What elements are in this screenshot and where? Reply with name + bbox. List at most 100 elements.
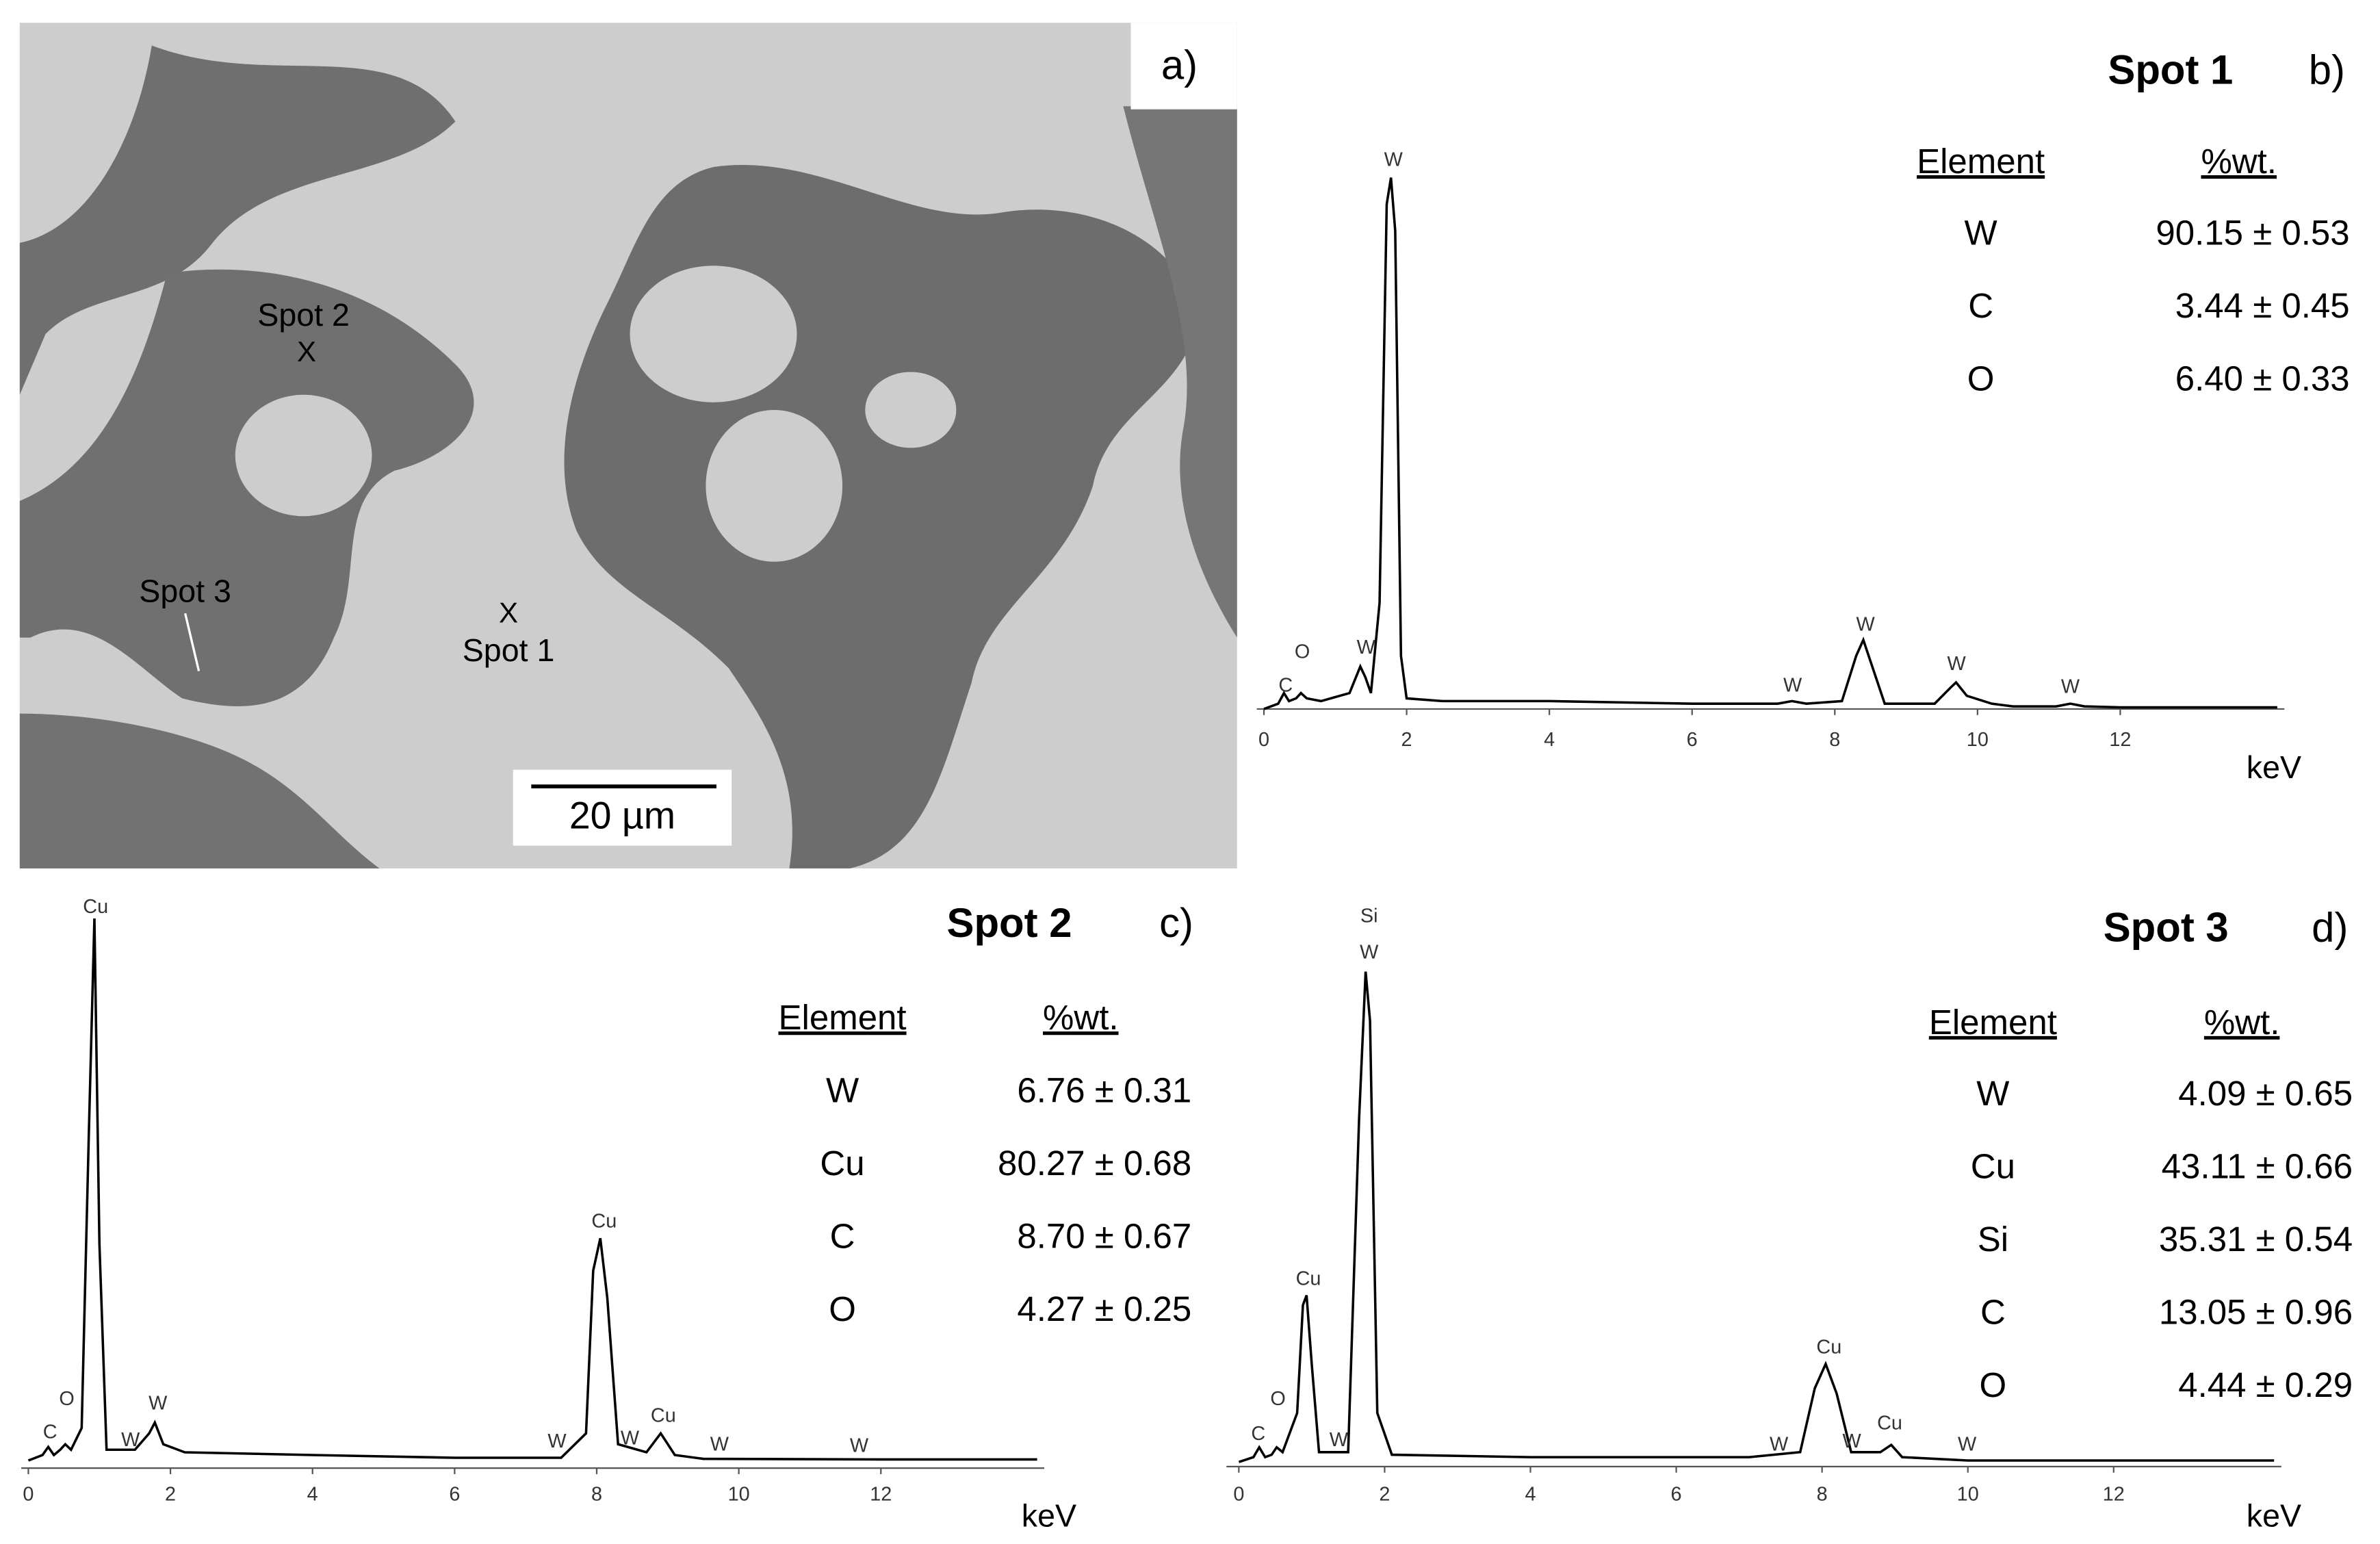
x-tick-label: 4 <box>307 1484 318 1506</box>
x-tick-label: 10 <box>728 1484 750 1506</box>
panel-label: c) <box>1159 900 1193 946</box>
table-cell: 90.15 ± 0.53 <box>2156 213 2349 252</box>
table-cell: 43.11 ± 0.66 <box>2162 1147 2353 1186</box>
peak-label: W <box>1330 1429 1349 1451</box>
sem-grain <box>865 372 957 448</box>
x-axis-label: keV <box>2247 749 2301 785</box>
peak-label: W <box>1856 614 1875 636</box>
peak-label: C <box>1251 1423 1265 1445</box>
panel-label: d) <box>2312 905 2348 951</box>
sem-grain <box>235 394 372 517</box>
chart-title: Spot 1 <box>2108 47 2233 92</box>
x-tick-label: 6 <box>1671 1484 1682 1506</box>
panel-label: a) <box>1161 42 1198 88</box>
table-cell: O <box>829 1289 856 1328</box>
sem-phase <box>19 45 456 395</box>
peak-label: W <box>1958 1433 1977 1455</box>
peak-label: W <box>621 1428 640 1450</box>
sem-grain <box>630 266 797 402</box>
table-cell: O <box>1967 359 1995 398</box>
peak-label: W <box>1948 653 1967 675</box>
peak-label: W <box>850 1435 869 1457</box>
peak-label: W <box>710 1433 729 1455</box>
x-tick-label: 0 <box>1258 729 1269 751</box>
table-header: %wt. <box>2201 142 2277 181</box>
table-header: Element <box>1917 142 2045 181</box>
x-tick-label: 6 <box>449 1484 460 1506</box>
sem-grain <box>706 409 843 562</box>
table-cell: 4.09 ± 0.65 <box>2178 1074 2353 1113</box>
x-tick-label: 12 <box>870 1484 892 1506</box>
peak-label: W <box>148 1393 168 1415</box>
peak-label: W <box>547 1430 567 1452</box>
x-tick-label: 4 <box>1544 729 1555 751</box>
peak-label: W <box>1842 1430 1861 1452</box>
table-header: Element <box>1929 1003 2057 1042</box>
table-header: Element <box>779 998 907 1037</box>
peak-label: C <box>1278 674 1293 696</box>
peak-label: Cu <box>651 1404 676 1426</box>
x-tick-label: 2 <box>1379 1484 1390 1506</box>
spot-label: Spot 3 <box>139 574 231 609</box>
table-cell: 80.27 ± 0.68 <box>998 1144 1191 1183</box>
table-cell: 8.70 ± 0.67 <box>1017 1217 1191 1256</box>
peak-label: W <box>121 1429 140 1451</box>
x-tick-label: 8 <box>1817 1484 1828 1506</box>
x-tick-label: 8 <box>591 1484 602 1506</box>
table-cell: Cu <box>1971 1147 2015 1186</box>
peak-label: W <box>1770 1433 1789 1455</box>
peak-label: O <box>59 1388 74 1410</box>
peak-label: W <box>1783 674 1802 696</box>
table-cell: W <box>826 1071 859 1110</box>
scale-bar-label: 20 µm <box>569 794 675 836</box>
x-tick-label: 12 <box>2109 729 2131 751</box>
x-tick-label: 12 <box>2103 1484 2125 1506</box>
chart-title: Spot 2 <box>947 900 1072 946</box>
table-cell: 3.44 ± 0.45 <box>2175 286 2350 325</box>
spot-marker: X <box>297 335 316 368</box>
table-cell: 6.76 ± 0.31 <box>1017 1071 1191 1110</box>
x-tick-label: 2 <box>165 1484 176 1506</box>
peak-label: W <box>2061 676 2080 697</box>
spot-marker: X <box>499 597 518 629</box>
x-tick-label: 10 <box>1967 729 1989 751</box>
peak-label: W <box>1360 942 1379 964</box>
table-cell: C <box>1980 1293 2006 1332</box>
table-header: %wt. <box>1043 998 1119 1037</box>
table-cell: 6.40 ± 0.33 <box>2175 359 2350 398</box>
table-cell: 13.05 ± 0.96 <box>2159 1293 2353 1332</box>
sem-image: a) Spot 2 X Spot 3 X Spot 1 20 µm <box>19 23 1237 868</box>
spectrum-line <box>27 918 1037 1462</box>
table-cell: Si <box>1978 1220 2008 1259</box>
table-cell: C <box>1968 286 1993 325</box>
peak-label: Cu <box>1816 1336 1841 1358</box>
table-cell: 4.44 ± 0.29 <box>2178 1365 2353 1404</box>
x-tick-label: 10 <box>1957 1484 1979 1506</box>
spot-label: Spot 1 <box>463 632 555 668</box>
sem-phase <box>19 713 380 868</box>
sem-phase <box>1123 106 1237 638</box>
table-cell: 4.27 ± 0.25 <box>1017 1289 1191 1328</box>
table-cell: Cu <box>820 1144 864 1183</box>
x-tick-label: 8 <box>1829 729 1840 751</box>
panel-label: b) <box>2309 47 2345 92</box>
chart-title: Spot 3 <box>2104 905 2229 951</box>
spot-label: Spot 2 <box>257 297 350 333</box>
peak-label: W <box>1384 149 1404 171</box>
peak-label: O <box>1295 641 1310 662</box>
x-tick-label: 6 <box>1687 729 1698 751</box>
x-tick-label: 4 <box>1525 1484 1536 1506</box>
peak-label: O <box>1270 1388 1285 1410</box>
x-tick-label: 0 <box>23 1484 34 1506</box>
table-cell: C <box>830 1217 855 1256</box>
scale-bar-box <box>513 769 732 846</box>
peak-label: Si <box>1360 905 1378 927</box>
peak-label: C <box>43 1421 57 1443</box>
x-axis-label: keV <box>2247 1498 2301 1534</box>
table-cell: W <box>1976 1074 2009 1113</box>
table-cell: 35.31 ± 0.54 <box>2159 1220 2353 1259</box>
peak-label: Cu <box>83 896 108 918</box>
table-cell: W <box>1965 213 1997 252</box>
spot-arrow <box>183 613 201 671</box>
